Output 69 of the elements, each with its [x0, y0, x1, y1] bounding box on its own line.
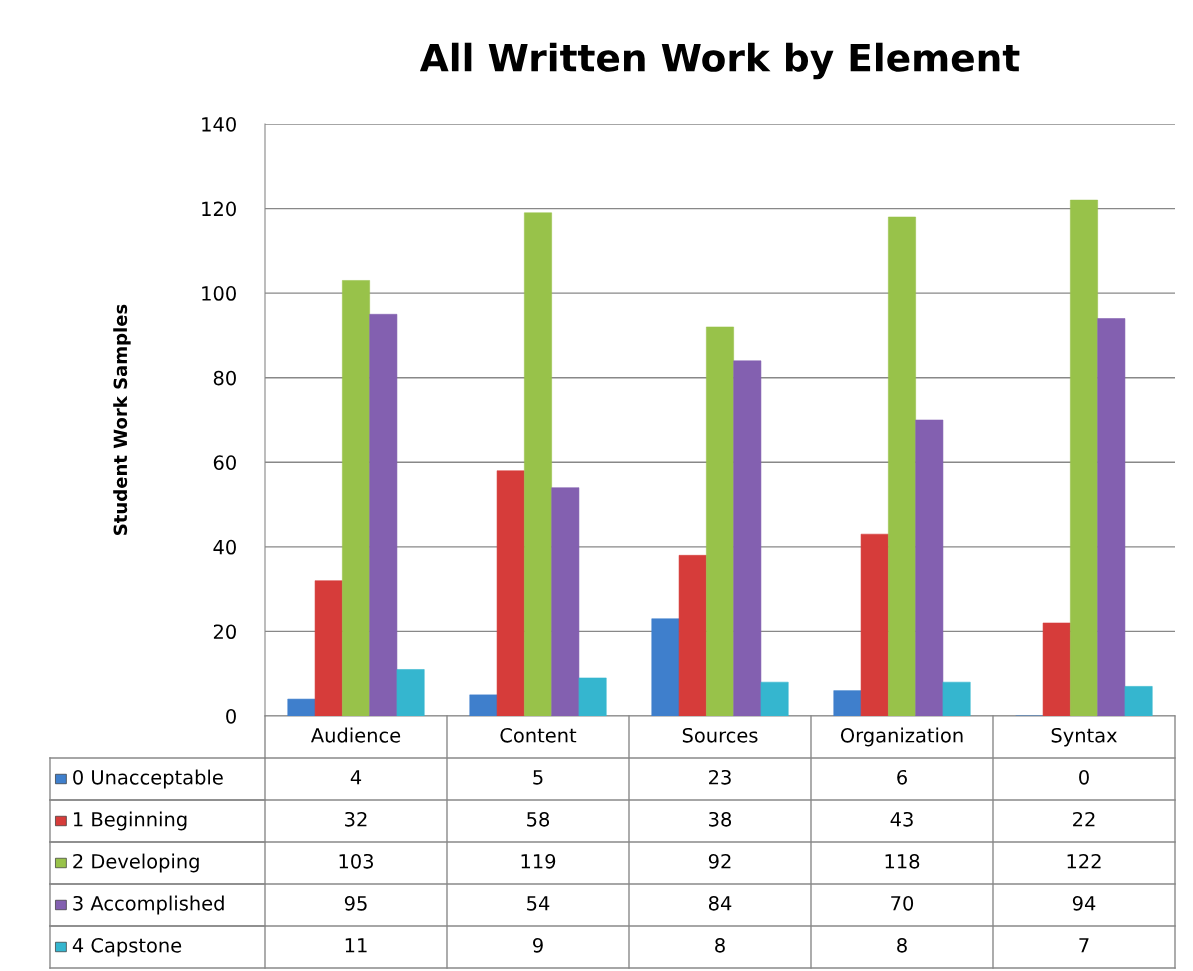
bar: [524, 212, 552, 716]
y-tick-label: 60: [213, 455, 236, 470]
y-tick-label: 80: [213, 370, 236, 386]
x-tick-label: Audience: [311, 727, 401, 743]
bar: [469, 694, 498, 716]
x-tick-label: Content: [500, 727, 577, 743]
data-label: 84: [708, 895, 732, 911]
bar: [314, 580, 343, 716]
bar: [1070, 199, 1098, 716]
bar: [833, 690, 862, 716]
data-label: 5: [533, 770, 543, 785]
legend-label: 2 Developing: [73, 853, 199, 873]
y-tick-label: 40: [213, 539, 236, 555]
data-label: 58: [527, 811, 550, 827]
y-tick-label: 20: [213, 624, 236, 640]
bar: [1042, 622, 1071, 716]
bar: [678, 555, 707, 716]
x-tick-label: Sources: [682, 727, 758, 743]
y-tick-label: 140: [202, 116, 236, 132]
data-label: 95: [344, 895, 367, 911]
data-label: 70: [891, 895, 914, 911]
data-label: 0: [1079, 769, 1089, 785]
legend-label: 0 Unacceptable: [73, 769, 223, 789]
x-tick-label: Syntax: [1051, 727, 1117, 747]
bar: [915, 419, 944, 716]
bar: [706, 326, 734, 716]
bar: [496, 470, 525, 716]
chart-title: All Written Work by Element: [419, 42, 1020, 80]
bar: [1097, 318, 1126, 716]
bar: [760, 681, 789, 716]
bar: [396, 669, 425, 716]
bar: [1124, 686, 1153, 716]
data-label: 54: [527, 896, 550, 911]
x-tick-label: Organization: [840, 727, 963, 747]
data-label: 9: [533, 937, 543, 953]
data-label: 103: [339, 853, 373, 869]
data-label: 22: [1073, 811, 1095, 827]
data-label: 4: [350, 770, 362, 785]
bar: [888, 216, 916, 716]
bar: [651, 618, 680, 716]
bar: [342, 280, 370, 716]
y-tick-label: 100: [202, 286, 236, 301]
bar: [578, 677, 607, 716]
data-label: 118: [885, 853, 920, 869]
data-label: 11: [345, 938, 367, 953]
bar: [733, 360, 762, 716]
y-axis-title: Student Work Samples: [113, 304, 131, 535]
data-label: 32: [345, 811, 367, 827]
data-label: 119: [521, 853, 556, 869]
legend-label: 3 Accomplished: [73, 895, 224, 915]
bar: [287, 698, 316, 716]
data-label: 8: [897, 937, 907, 953]
bar: [369, 314, 398, 716]
bar: [942, 681, 971, 716]
bar: [860, 533, 889, 716]
legend-label: 4 Capstone: [72, 937, 182, 957]
data-label: 43: [890, 811, 913, 827]
y-tick-label: 0: [226, 708, 236, 724]
data-label: 6: [897, 769, 907, 785]
data-label: 122: [1067, 853, 1101, 869]
data-label: 8: [715, 937, 725, 953]
data-label: 23: [709, 769, 731, 785]
bar: [551, 487, 580, 716]
data-label: 7: [1079, 938, 1089, 953]
y-tick-label: 120: [202, 201, 236, 217]
legend-label: 1 Beginning: [73, 811, 187, 831]
data-label: 92: [708, 853, 731, 869]
data-label: 38: [709, 811, 732, 827]
data-label: 94: [1072, 895, 1096, 911]
